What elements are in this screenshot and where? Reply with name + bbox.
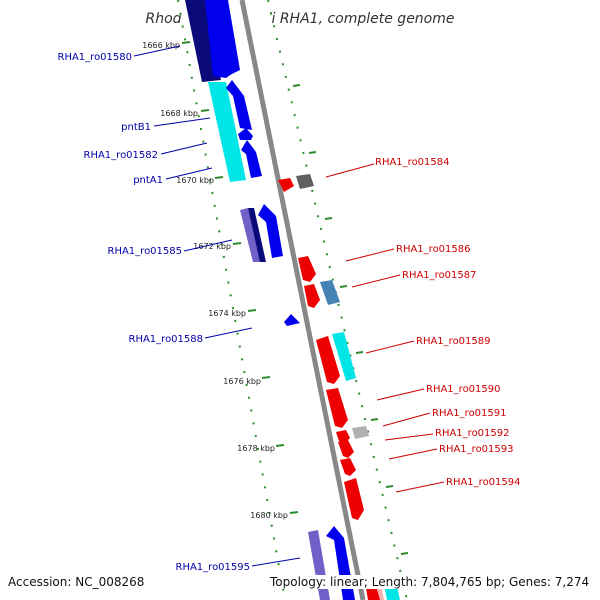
gene-label-left[interactable]: RHA1_ro01595 bbox=[176, 562, 251, 573]
left-labels: RHA1_ro01580 pntB1 RHA1_ro01582 pntA1 RH… bbox=[58, 45, 301, 573]
upper-strand-genes bbox=[185, 0, 355, 600]
kbp-tick bbox=[275, 444, 285, 447]
leader-line bbox=[376, 388, 425, 401]
kbp-tick bbox=[232, 242, 242, 245]
gene-ro01594[interactable] bbox=[344, 478, 364, 520]
gene-ro01593-b[interactable] bbox=[340, 458, 356, 476]
leader-line bbox=[351, 274, 401, 288]
gene-ro01588[interactable] bbox=[284, 314, 300, 326]
gene-ro01590[interactable] bbox=[326, 388, 348, 428]
gene-pntb1-arrow[interactable] bbox=[226, 80, 252, 130]
gene-ro01589-red[interactable] bbox=[316, 336, 340, 384]
gene-label-left[interactable]: RHA1_ro01588 bbox=[129, 334, 204, 345]
kbp-label: 1670 kbp bbox=[176, 176, 214, 185]
gene-pnta1[interactable] bbox=[241, 140, 262, 178]
gene-ro01587[interactable] bbox=[320, 280, 340, 305]
leader-line bbox=[384, 433, 434, 441]
kbp-tick bbox=[214, 176, 224, 179]
gene-label-right[interactable]: RHA1_ro01592 bbox=[435, 428, 510, 439]
kbp-tick bbox=[292, 84, 301, 87]
gene-ro01586-b[interactable] bbox=[304, 284, 320, 308]
gene-label-right[interactable]: RHA1_ro01594 bbox=[446, 477, 521, 488]
kbp-label: 1676 kbp bbox=[223, 377, 261, 386]
gene-label-left[interactable]: pntB1 bbox=[121, 122, 151, 133]
kbp-tick bbox=[385, 485, 394, 488]
leader-line bbox=[165, 167, 213, 180]
gene-ro01584[interactable] bbox=[278, 178, 294, 192]
kbp-label: 1674 kbp bbox=[208, 309, 246, 318]
leader-line bbox=[388, 448, 438, 460]
gene-ro01593-a[interactable] bbox=[338, 440, 354, 458]
leader-line bbox=[382, 412, 431, 427]
kbp-tick bbox=[247, 309, 257, 312]
gene-label-right[interactable]: RHA1_ro01586 bbox=[396, 244, 471, 255]
gene-ro01585-blue[interactable] bbox=[258, 204, 283, 258]
gene-ro01592[interactable] bbox=[352, 426, 369, 439]
kbp-tick bbox=[324, 217, 333, 220]
gene-label-right[interactable]: RHA1_ro01589 bbox=[416, 336, 491, 347]
kbp-tick bbox=[200, 109, 210, 112]
kbp-label: 1672 kbp bbox=[193, 242, 231, 251]
gene-label-left[interactable]: RHA1_ro01580 bbox=[58, 52, 133, 63]
gene-ro01580-c[interactable] bbox=[215, 0, 240, 76]
leader-line bbox=[183, 239, 233, 252]
leader-line bbox=[153, 117, 211, 127]
right-labels: RHA1_ro01584 RHA1_ro01586 RHA1_ro01587 R… bbox=[325, 157, 521, 493]
kbp-tick bbox=[289, 511, 299, 514]
kbp-tick bbox=[181, 41, 191, 44]
gene-label-left[interactable]: pntA1 bbox=[133, 175, 163, 186]
leader-line bbox=[365, 340, 415, 354]
kbp-tick bbox=[261, 376, 271, 379]
gene-label-right[interactable]: RHA1_ro01587 bbox=[402, 270, 477, 281]
kbp-label: 1666 kbp bbox=[142, 41, 180, 50]
gene-ro01585-navy[interactable] bbox=[248, 208, 266, 262]
kbp-label: 1680 kbp bbox=[250, 511, 288, 520]
leader-line bbox=[133, 45, 181, 57]
kbp-tick bbox=[339, 285, 348, 288]
genome-backbone bbox=[239, 0, 366, 600]
gene-ro01586-a[interactable] bbox=[298, 256, 316, 282]
kbp-tick bbox=[370, 418, 379, 421]
gene-ro01589-cyan[interactable] bbox=[332, 332, 356, 381]
gene-ro01584-gray[interactable] bbox=[296, 174, 314, 189]
gene-ro01585-purple[interactable] bbox=[240, 208, 262, 262]
gene-ro01582[interactable] bbox=[238, 128, 253, 140]
kbp-scale: 1666 kbp 1668 kbp 1670 kbp 1672 kbp 1674… bbox=[142, 41, 409, 555]
leader-line bbox=[395, 481, 445, 493]
kbp-tick bbox=[355, 351, 364, 354]
kbp-tick bbox=[400, 552, 409, 555]
kbp-label: 1678 kbp bbox=[237, 444, 275, 453]
gene-pntb1[interactable] bbox=[208, 82, 246, 182]
gene-label-left[interactable]: RHA1_ro01582 bbox=[84, 150, 159, 161]
gene-label-right[interactable]: RHA1_ro01593 bbox=[439, 444, 514, 455]
leader-line bbox=[251, 557, 301, 567]
gene-label-left[interactable]: RHA1_ro01585 bbox=[108, 246, 183, 257]
gene-bottom-red[interactable] bbox=[366, 586, 380, 600]
accession-text: Accession: NC_008268 bbox=[8, 575, 145, 589]
leader-line bbox=[325, 163, 375, 178]
leader-line bbox=[345, 248, 395, 262]
genome-summary-text: Topology: linear; Length: 7,804,765 bp; … bbox=[270, 575, 590, 589]
gene-label-right[interactable]: RHA1_ro01590 bbox=[426, 384, 501, 395]
tick-guides bbox=[177, 0, 408, 600]
kbp-tick bbox=[308, 151, 317, 154]
leader-line bbox=[204, 327, 253, 339]
gene-label-right[interactable]: RHA1_ro01591 bbox=[432, 408, 507, 419]
leader-line bbox=[160, 142, 208, 155]
kbp-label: 1668 kbp bbox=[160, 109, 198, 118]
left-tick-guide bbox=[177, 0, 286, 600]
gene-label-right[interactable]: RHA1_ro01584 bbox=[375, 157, 450, 168]
